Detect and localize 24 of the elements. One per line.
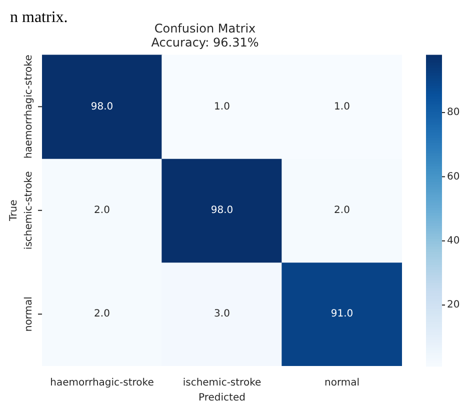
- data-label: 98.0: [90, 101, 114, 112]
- y-tick-label: haemorrhagic-stroke: [24, 54, 35, 159]
- data-label: 91.0: [330, 308, 354, 320]
- data-label: 1.0: [334, 101, 350, 112]
- data-label: 3.0: [214, 308, 230, 320]
- data-label: 98.0: [210, 204, 234, 216]
- chart-title: Confusion Matrix: [154, 21, 256, 36]
- data-label: 2.0: [94, 204, 110, 216]
- color-bar-label: 20: [447, 300, 460, 311]
- x-tick-label: ischemic-stroke: [182, 378, 262, 389]
- y-tick-label: ischemic-stroke: [24, 171, 35, 250]
- x-tick-label: normal: [324, 378, 360, 389]
- data-label: 2.0: [94, 308, 110, 320]
- y-tick-label: normal: [24, 296, 35, 332]
- color-bar-label: 80: [447, 107, 460, 118]
- color-bar-label: 60: [447, 171, 460, 182]
- text: n matrix.: [10, 9, 68, 26]
- x-axis-title: Predicted: [198, 392, 246, 404]
- x-tick-label: haemorrhagic-stroke: [50, 378, 154, 389]
- color-bar-label: 40: [447, 235, 460, 246]
- chart-subtitle: Accuracy: 96.31%: [151, 36, 259, 50]
- y-axis-title: True: [8, 200, 20, 222]
- data-label: 1.0: [214, 101, 230, 112]
- data-label: 2.0: [334, 204, 350, 216]
